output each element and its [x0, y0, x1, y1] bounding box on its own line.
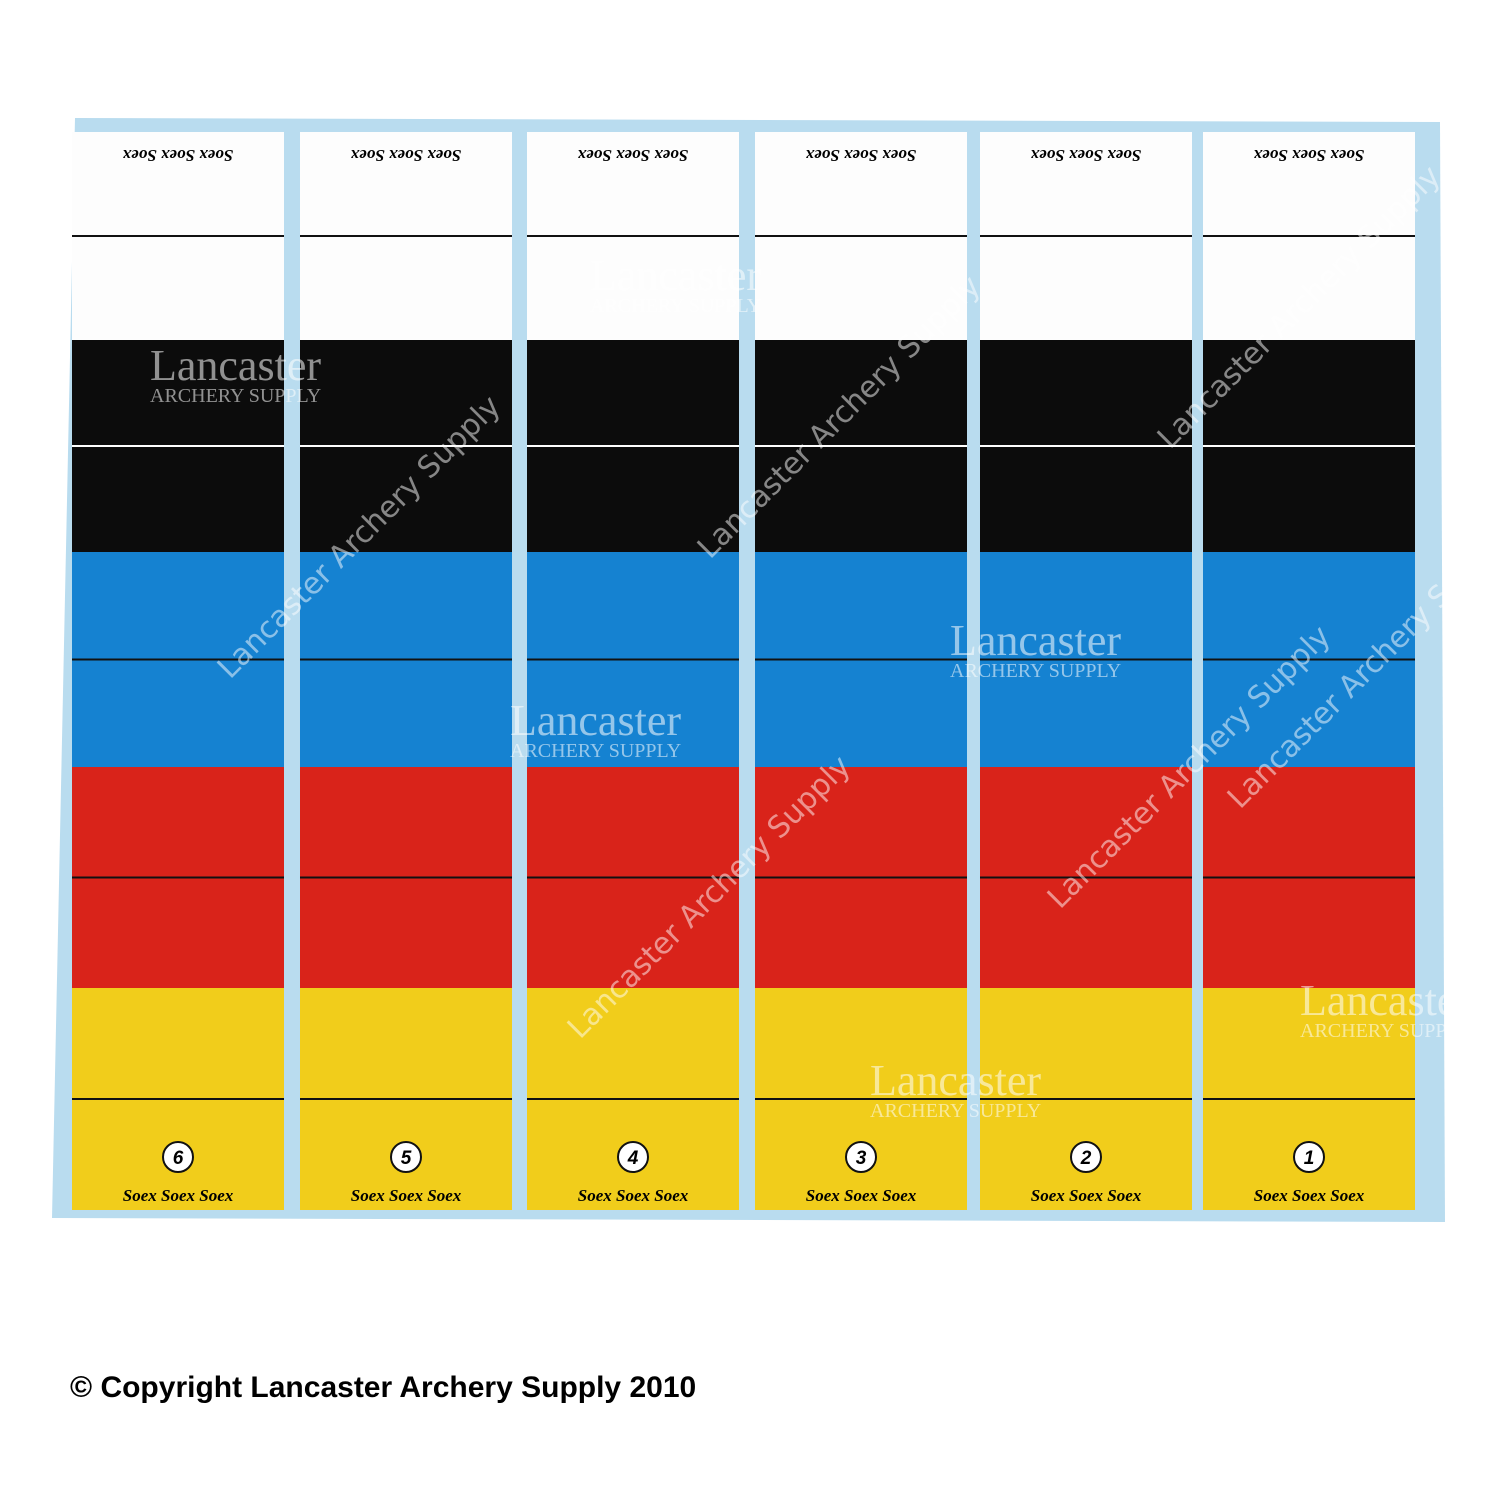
- top-brand: Soex Soex Soex: [122, 146, 233, 165]
- top-brand: Soex Soex Soex: [350, 146, 461, 165]
- bottom-brand: Soex Soex Soex: [1031, 1186, 1142, 1205]
- watermark-name: Lancaster: [150, 341, 321, 390]
- number-badge: [1070, 1141, 1102, 1173]
- watermark-name: Lancaster: [510, 696, 681, 745]
- strip-number: 6: [173, 1148, 184, 1169]
- watermark-subtitle: ARCHERY SUPPLY: [510, 740, 681, 762]
- strip-number: 4: [627, 1148, 639, 1169]
- strip-number: 1: [1304, 1148, 1315, 1169]
- bottom-brand: Soex Soex Soex: [578, 1186, 689, 1205]
- bottom-brand: Soex Soex Soex: [806, 1186, 917, 1205]
- bottom-brand: Soex Soex Soex: [123, 1186, 234, 1205]
- number-badge: [390, 1141, 422, 1173]
- watermark-name: Lancaster: [590, 251, 761, 300]
- watermark-name: Lancaster: [1300, 976, 1471, 1025]
- watermark-name: Lancaster: [950, 616, 1121, 665]
- top-brand: Soex Soex Soex: [805, 146, 916, 165]
- watermark-subtitle: ARCHERY SUPPLY: [1300, 1020, 1471, 1042]
- watermark-subtitle: ARCHERY SUPPLY: [950, 660, 1121, 682]
- watermark-name: Lancaster: [870, 1056, 1041, 1105]
- strip-number: 3: [856, 1148, 867, 1169]
- copyright: © Copyright Lancaster Archery Supply 201…: [70, 1371, 696, 1404]
- bottom-brand: Soex Soex Soex: [351, 1186, 462, 1205]
- number-badge: [1293, 1141, 1325, 1173]
- strips: Soex Soex Soex Soex Soex Soex 6 Soex Soex S…: [72, 132, 1415, 1210]
- number-badge: [162, 1141, 194, 1173]
- top-brand: Soex Soex Soex: [1253, 146, 1364, 165]
- top-brand: Soex Soex Soex: [577, 146, 688, 165]
- bottom-brand: Soex Soex Soex: [1254, 1186, 1365, 1205]
- watermark-subtitle: ARCHERY SUPPLY: [150, 385, 321, 407]
- strip-number: 5: [401, 1148, 412, 1169]
- top-brand: Soex Soex Soex: [1030, 146, 1141, 165]
- watermark-subtitle: ARCHERY SUPPLY: [590, 295, 761, 317]
- number-badge: [617, 1141, 649, 1173]
- number-badge: [845, 1141, 877, 1173]
- strip-number: 2: [1080, 1148, 1092, 1169]
- watermark-subtitle: ARCHERY SUPPLY: [870, 1100, 1041, 1122]
